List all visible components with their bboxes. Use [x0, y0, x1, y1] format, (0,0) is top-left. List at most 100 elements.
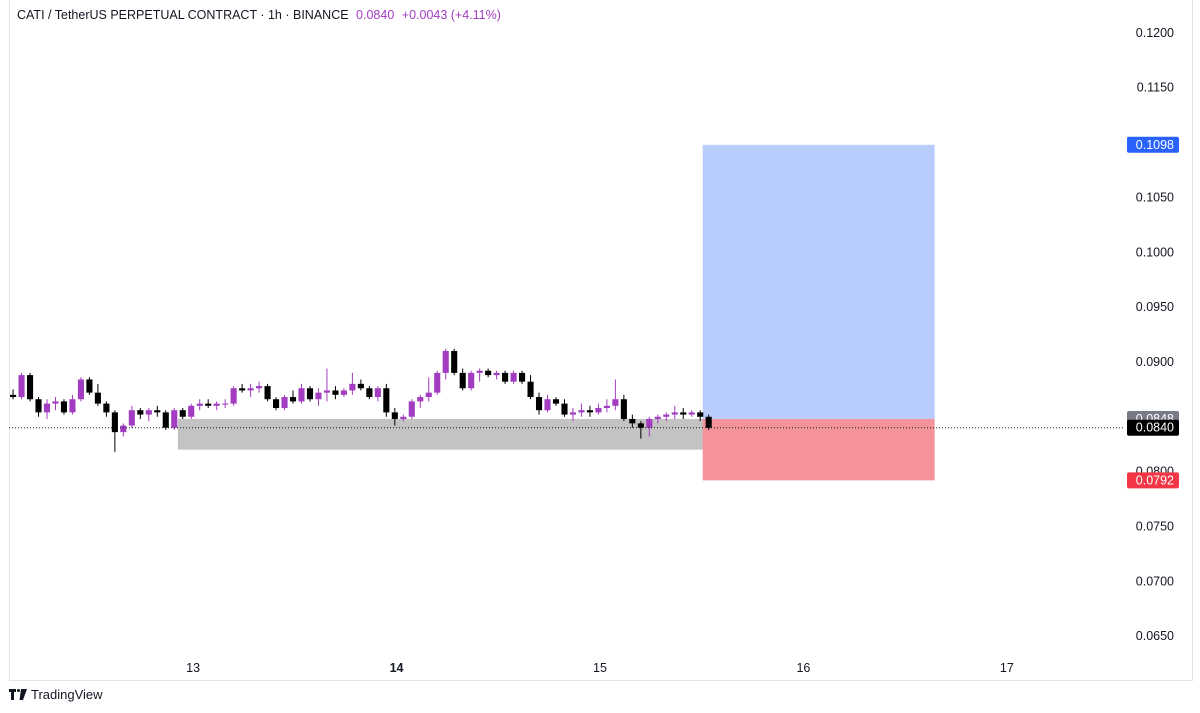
chart-legend: CATI / TetherUS PERPETUAL CONTRACT · 1h …	[17, 8, 501, 22]
candle-body	[680, 412, 687, 415]
price-axis-tick-label: 0.0900	[1136, 355, 1174, 369]
candle-body	[247, 388, 254, 391]
time-axis-tick-label: 16	[796, 661, 810, 675]
candle-body	[586, 410, 593, 413]
candle-body	[595, 408, 602, 413]
candle-body	[400, 416, 407, 419]
candles-layer	[10, 348, 712, 452]
price-tag-label: 0.1098	[1136, 138, 1174, 152]
candle-body	[688, 412, 695, 415]
last-price-value: 0.0840	[356, 8, 395, 22]
price-axis[interactable]: 0.1200 0.1150 0.1050 0.1000 0.0950 0.0900 0.08…	[1136, 26, 1174, 643]
candle-body	[332, 390, 339, 395]
candle-body	[239, 388, 246, 391]
tradingview-logo-icon	[9, 689, 27, 700]
candle-body	[459, 372, 466, 389]
candle-body	[179, 410, 186, 417]
candle-body	[94, 392, 101, 404]
candle-body	[137, 410, 144, 415]
candle-body	[205, 403, 212, 406]
candle-body	[289, 397, 297, 402]
candle-body	[154, 410, 161, 413]
candle-body	[162, 412, 169, 428]
candle-body	[323, 390, 331, 393]
price-axis-tick-label: 0.0700	[1136, 574, 1174, 588]
price-axis-tick-label: 0.1000	[1136, 245, 1174, 259]
candle-body	[663, 414, 670, 417]
candle-body	[578, 410, 585, 413]
candle-body	[519, 372, 526, 382]
candle-body	[196, 403, 203, 406]
candle-body	[222, 403, 229, 405]
candle-body	[43, 403, 51, 413]
price-axis-tick-label: 0.1050	[1136, 190, 1174, 204]
candle-body	[408, 401, 415, 417]
candle-body	[569, 412, 577, 415]
price-tag-box	[1127, 136, 1179, 153]
candle-body	[510, 372, 517, 382]
candle-body	[374, 388, 381, 398]
price-tag-label: 0.0840	[1136, 421, 1174, 435]
candle-body	[315, 392, 322, 400]
candle-body	[18, 375, 25, 398]
time-axis-tick-label: 17	[1000, 661, 1014, 675]
candle-body	[442, 350, 449, 373]
candle-body	[111, 412, 118, 433]
candle-body	[366, 388, 373, 398]
candle-body	[213, 403, 220, 406]
candle-body	[86, 379, 93, 393]
candle-body	[69, 399, 76, 413]
long-position-layer[interactable]	[702, 144, 935, 481]
price-tag-box	[1127, 419, 1179, 436]
candle-body	[391, 412, 398, 419]
support-zone-layer	[177, 418, 762, 450]
price-axis-tick-label: 0.0750	[1136, 519, 1174, 533]
candle-body	[52, 401, 59, 404]
candle-body	[485, 370, 492, 376]
candle-body	[120, 425, 127, 433]
time-axis-tick-label: 14	[390, 661, 404, 675]
candle-body	[357, 383, 364, 389]
position-stop-area	[702, 418, 935, 481]
candle-body	[535, 397, 543, 411]
time-axis-tick-label: 13	[186, 661, 200, 675]
candle-body	[272, 399, 280, 408]
candle-body	[654, 416, 661, 419]
time-axis[interactable]: 13 14 15 16 17	[186, 661, 1014, 675]
price-change-value: +0.0043 (+4.11%)	[401, 8, 501, 22]
candle-body	[128, 410, 135, 426]
candle-body	[145, 410, 152, 415]
candle-body	[646, 418, 653, 428]
candle-body	[171, 410, 178, 428]
support-zone	[177, 418, 762, 450]
price-tag-label: 0.0792	[1136, 473, 1174, 487]
candle-body	[188, 405, 195, 417]
candle-body	[306, 388, 314, 400]
candle-body	[705, 416, 712, 428]
candle-body	[340, 390, 347, 395]
candle-body	[383, 388, 390, 413]
price-axis-tick-label: 0.0950	[1136, 300, 1174, 314]
candle-body	[451, 350, 458, 373]
candle-body	[637, 423, 644, 428]
position-target-area	[702, 144, 935, 419]
price-axis-tick-label: 0.0650	[1136, 629, 1174, 643]
symbol-title[interactable]: CATI / TetherUS PERPETUAL CONTRACT · 1h …	[17, 8, 349, 22]
time-axis-tick-label: 15	[593, 661, 607, 675]
candle-body	[544, 399, 551, 411]
candle-body	[417, 397, 424, 402]
candle-body	[349, 383, 356, 391]
tradingview-wordmark: TradingView	[31, 687, 103, 702]
candle-body	[434, 372, 441, 393]
tradingview-branding[interactable]: TradingView	[9, 687, 103, 702]
candle-body	[468, 372, 475, 389]
price-axis-tick-label: 0.1150	[1137, 81, 1174, 95]
candle-body	[264, 386, 271, 400]
candle-body	[620, 399, 627, 419]
candle-body	[298, 388, 305, 402]
candle-body	[26, 375, 34, 400]
candle-body	[527, 381, 534, 398]
candle-body	[561, 403, 568, 415]
